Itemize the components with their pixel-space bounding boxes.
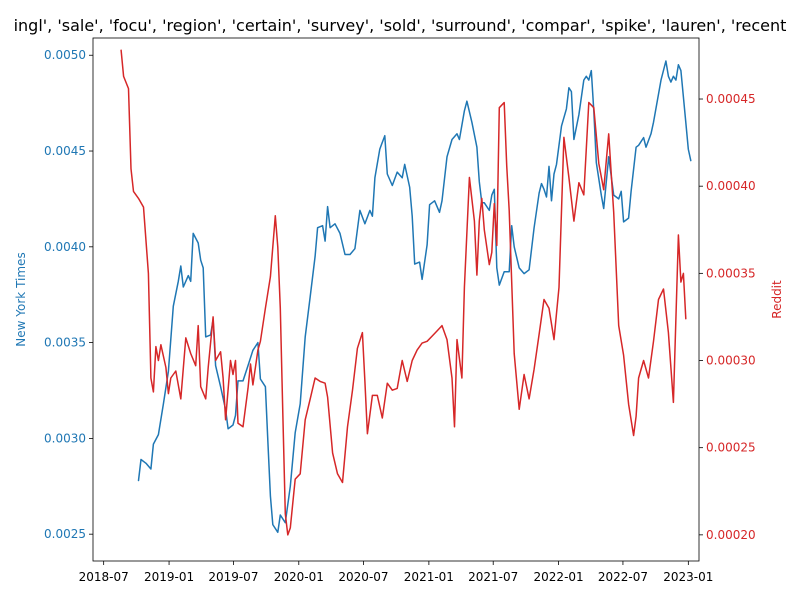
x-tick-label: 2020-01	[274, 570, 324, 584]
right-y-axis-label: Reddit	[770, 280, 784, 319]
x-tick-label: 2022-01	[534, 570, 584, 584]
x-tick-label: 2019-07	[208, 570, 258, 584]
right-y-tick-label: 0.00020	[706, 528, 756, 542]
series-layer	[120, 49, 692, 536]
series-line-reddit	[120, 49, 687, 536]
right-y-tick-label: 0.00030	[706, 354, 756, 368]
right-y-tick-label: 0.00045	[706, 92, 756, 106]
left-y-tick-label: 0.0025	[44, 527, 86, 541]
left-y-tick-label: 0.0050	[44, 48, 86, 62]
x-tick-label: 2021-01	[404, 570, 454, 584]
left-y-tick-label: 0.0040	[44, 240, 86, 254]
left-y-tick-label: 0.0045	[44, 144, 86, 158]
axes-layer: 0.0025 0.0030 0.0035 0.0040 0.0045 0.0050 New …	[14, 37, 784, 584]
right-y-tick-label: 0.00025	[706, 441, 756, 455]
x-tick-label: 2022-07	[598, 570, 648, 584]
right-y-tick-label: 0.00040	[706, 179, 756, 193]
x-tick-label: 2021-07	[468, 570, 518, 584]
x-tick-label: 2019-01	[144, 570, 194, 584]
left-y-tick-label: 0.0030	[44, 431, 86, 445]
x-tick-label: 2023-01	[663, 570, 713, 584]
chart-title: ingl', 'sale', 'focu', 'region', 'certai…	[14, 16, 787, 35]
left-y-tick-label: 0.0035	[44, 336, 86, 350]
right-y-tick-label: 0.00035	[706, 266, 756, 280]
series-line-new-york-times	[137, 60, 692, 534]
plot-frame	[92, 37, 700, 562]
x-tick-label: 2018-07	[79, 570, 129, 584]
x-tick-label: 2020-07	[338, 570, 388, 584]
left-y-axis-label: New York Times	[14, 252, 28, 346]
